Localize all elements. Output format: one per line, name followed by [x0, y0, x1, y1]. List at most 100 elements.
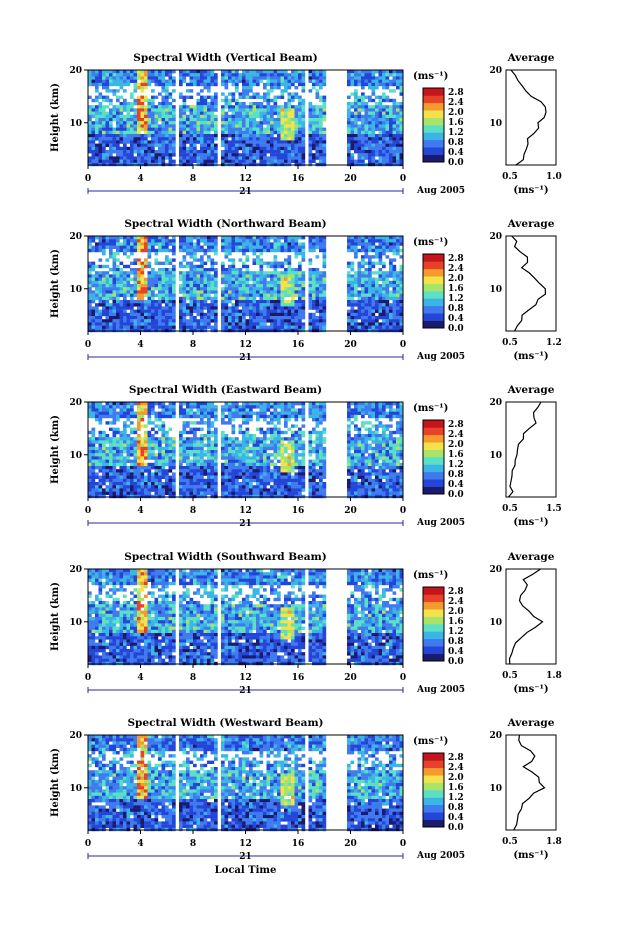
heatmap-cell — [158, 124, 162, 128]
heatmap-cell — [347, 137, 351, 141]
heatmap-cell — [228, 284, 232, 288]
heatmap-cell — [378, 306, 383, 310]
heatmap-cell — [319, 242, 323, 246]
heatmap-cell — [130, 127, 134, 131]
heatmap-cell — [315, 118, 320, 122]
heatmap-cell — [196, 309, 201, 313]
heatmap-cell — [228, 252, 232, 256]
heatmap-cell — [182, 105, 187, 109]
heatmap-cell — [235, 236, 239, 240]
heatmap-cell — [193, 319, 197, 323]
heatmap-cell — [210, 121, 215, 125]
heatmap-cell — [291, 242, 295, 246]
heatmap-cell — [189, 140, 194, 144]
heatmap-cell — [147, 261, 152, 265]
heatmap-cell — [378, 309, 383, 313]
heatmap-cell — [350, 411, 355, 415]
heatmap-cell — [228, 290, 232, 294]
heatmap-cell — [172, 140, 176, 144]
heatmap-cell — [158, 296, 162, 301]
heatmap-cell — [154, 76, 159, 80]
heatmap-cell — [280, 293, 285, 297]
heatmap-cell — [322, 271, 327, 275]
heatmap-cell — [249, 300, 253, 304]
heatmap-cell — [364, 150, 369, 154]
heatmap-cell — [238, 293, 243, 297]
heatmap-cell — [378, 118, 383, 122]
heatmap-cell — [308, 239, 313, 243]
average-x-tick-label: 1.2 — [546, 338, 562, 348]
heatmap-cell — [357, 316, 362, 320]
heatmap-cell — [224, 143, 229, 147]
heatmap-cell — [294, 153, 299, 157]
colorbar-tick-label: 0.0 — [448, 324, 464, 334]
heatmap-cell — [133, 239, 138, 243]
heatmap-cell — [203, 248, 208, 253]
heatmap-cell — [385, 130, 390, 135]
heatmap-cell — [165, 274, 169, 278]
heatmap-cell — [249, 127, 253, 131]
heatmap-cell — [319, 108, 323, 112]
heatmap-cell — [277, 287, 281, 291]
heatmap-cell — [130, 134, 134, 138]
heatmap-cell — [207, 124, 211, 128]
heatmap-cell — [301, 252, 306, 256]
x-tick-label: 0 — [85, 174, 91, 184]
heatmap-cell — [88, 306, 92, 310]
heatmap-cell — [161, 424, 166, 428]
heatmap-cell — [196, 248, 201, 253]
heatmap-cell — [133, 108, 138, 112]
heatmap-cell — [270, 421, 274, 425]
heatmap-cell — [350, 261, 355, 265]
heatmap-cell — [210, 325, 215, 329]
heatmap-cell — [350, 274, 355, 278]
heatmap-cell — [133, 293, 138, 297]
heatmap-cell — [319, 134, 323, 138]
heatmap-cell — [392, 143, 397, 147]
heatmap-cell — [112, 73, 117, 77]
heatmap-cell — [91, 264, 96, 269]
heatmap-cell — [119, 437, 124, 441]
heatmap-cell — [291, 287, 295, 291]
heatmap-cell — [368, 280, 372, 285]
heatmap-cell — [91, 430, 96, 435]
heatmap-cell — [126, 414, 131, 419]
heatmap-cell — [116, 146, 120, 151]
heatmap-cell — [168, 306, 173, 310]
heatmap-cell — [284, 239, 288, 243]
heatmap-cell — [259, 414, 264, 419]
heatmap-cell — [378, 405, 383, 409]
heatmap-cell — [200, 121, 204, 125]
heatmap-cell — [263, 146, 267, 151]
heatmap-cell — [189, 277, 194, 281]
heatmap-cell — [322, 414, 327, 419]
heatmap-cell — [196, 108, 201, 112]
heatmap-cell — [140, 303, 145, 307]
heatmap-cell — [221, 421, 225, 425]
heatmap-cell — [231, 98, 236, 103]
heatmap-cell — [399, 92, 404, 96]
heatmap-cell — [151, 242, 155, 246]
heatmap-cell — [308, 325, 313, 329]
heatmap-cell — [312, 271, 316, 275]
heatmap-cell — [140, 414, 145, 419]
heatmap-cell — [266, 325, 271, 329]
heatmap-cell — [389, 111, 393, 115]
heatmap-cell — [147, 108, 152, 112]
heatmap-cell — [137, 102, 141, 106]
x-tick-label: 16 — [292, 174, 305, 184]
heatmap-cell — [165, 73, 169, 77]
heatmap-cell — [294, 293, 299, 297]
heatmap-cell — [95, 130, 99, 135]
heatmap-cell — [214, 95, 218, 99]
heatmap-cell — [231, 92, 236, 96]
heatmap-cell — [277, 271, 281, 275]
heatmap-cell — [203, 437, 208, 441]
x-tick-label: 8 — [190, 340, 196, 350]
heatmap-cell — [399, 156, 404, 160]
heatmap-cell — [179, 261, 183, 265]
heatmap-cell — [168, 92, 173, 96]
heatmap-cell — [151, 102, 155, 106]
heatmap-cell — [102, 322, 106, 326]
heatmap-cell — [144, 121, 148, 125]
